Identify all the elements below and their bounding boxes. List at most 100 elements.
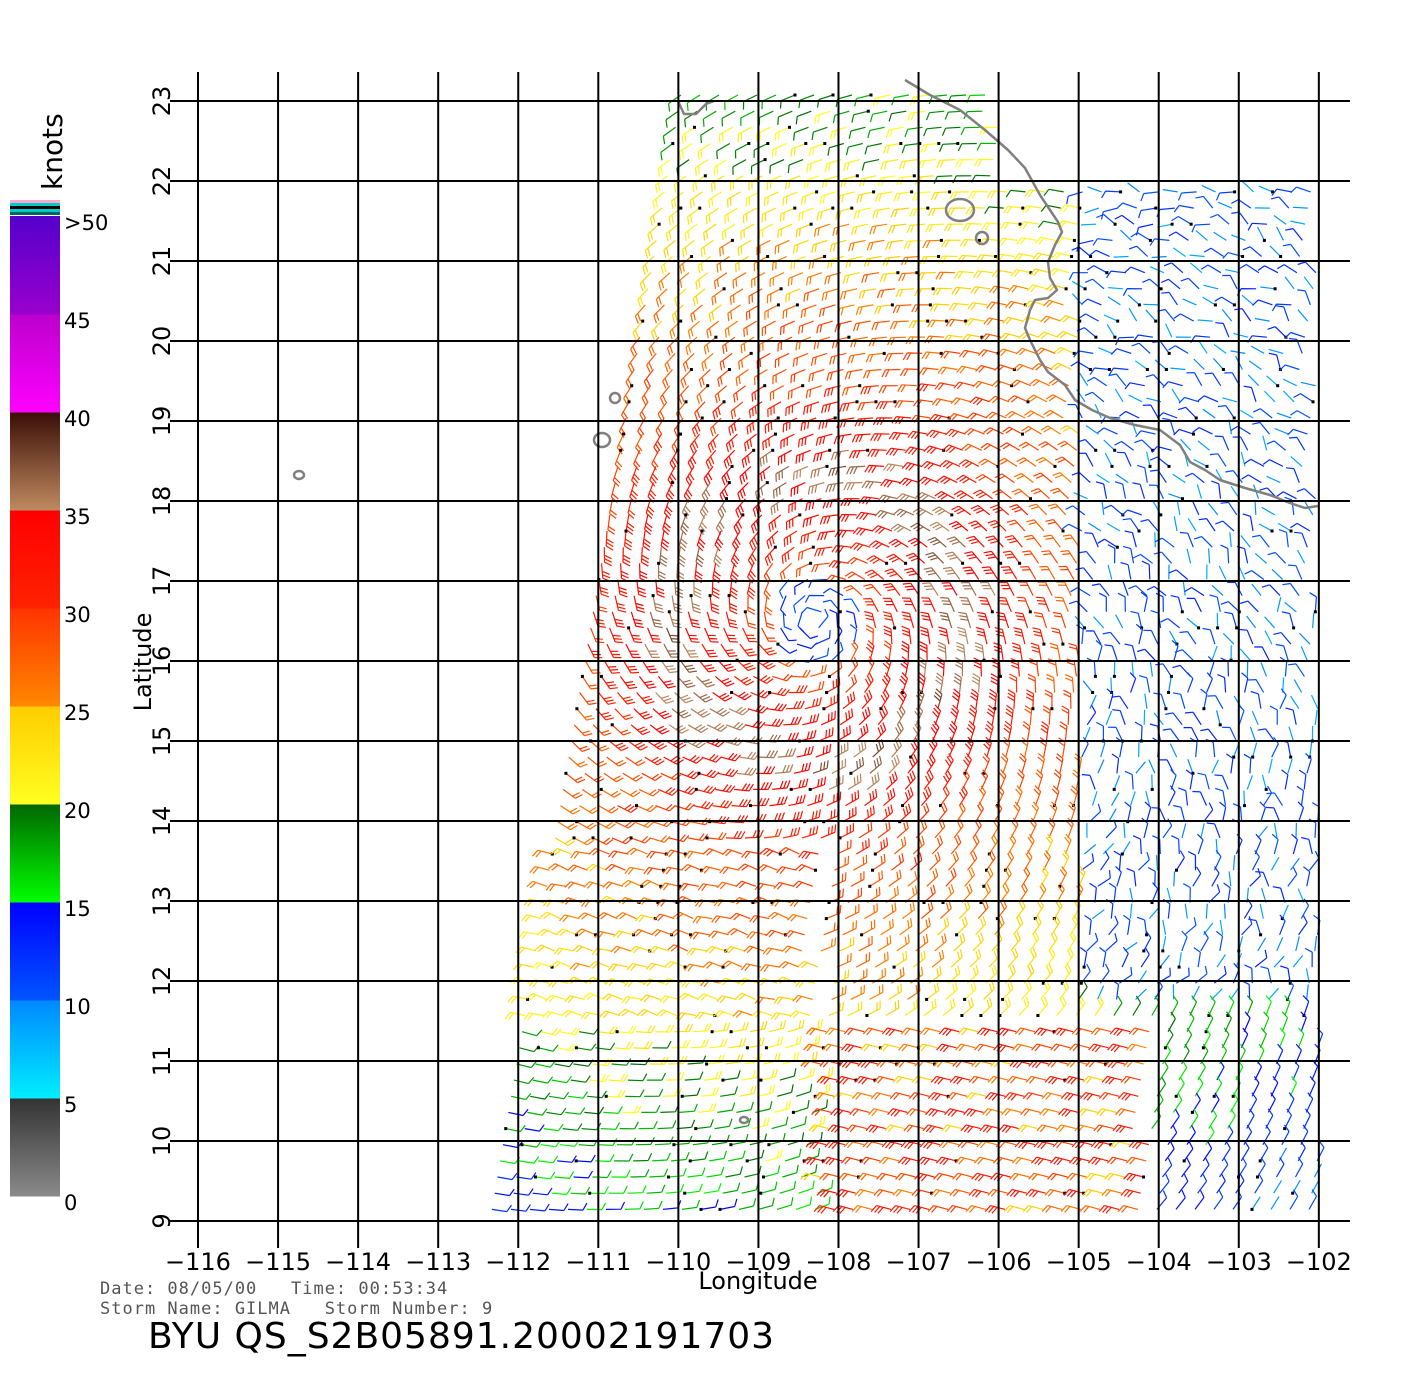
rain-flag — [672, 1143, 676, 1147]
rain-flag — [896, 271, 900, 275]
wind-barb — [695, 272, 709, 290]
wind-barb — [1243, 458, 1265, 467]
wind-barb — [860, 385, 879, 395]
wind-barb — [843, 159, 861, 172]
rain-flag — [1012, 368, 1016, 371]
wind-barb — [870, 433, 890, 442]
wind-barb — [598, 805, 619, 814]
wind-barb — [665, 110, 679, 128]
wind-barb — [625, 756, 646, 767]
wind-barb — [1033, 785, 1042, 806]
wind-barb — [576, 821, 597, 830]
wind-barb — [950, 397, 972, 406]
wind-barb — [800, 1172, 821, 1181]
lat-tick-label: 18 — [148, 486, 176, 517]
wind-barb — [872, 207, 890, 219]
rain-flag — [948, 190, 952, 194]
wind-barb — [1268, 352, 1281, 370]
wind-barb — [800, 417, 817, 432]
wind-barb — [1201, 185, 1216, 193]
wind-barb — [619, 1121, 639, 1130]
wind-barb — [777, 449, 792, 466]
wind-barb — [1281, 904, 1289, 919]
wind-barb — [1047, 503, 1067, 516]
wind-barb — [648, 945, 669, 954]
wind-barb — [1128, 1140, 1150, 1150]
wind-barb — [804, 594, 825, 603]
wind-barb — [1085, 1172, 1106, 1181]
wind-barb — [916, 272, 936, 281]
wind-barb — [665, 1184, 685, 1194]
wind-barb — [831, 336, 850, 349]
rain-flag — [594, 933, 598, 937]
wind-barb — [712, 1022, 731, 1033]
wind-barb — [1077, 439, 1097, 451]
rain-flag — [1078, 206, 1082, 210]
wind-barb — [1021, 866, 1031, 887]
wind-barb — [968, 190, 988, 199]
legend-bin-40-45 — [10, 314, 60, 413]
wind-barb — [724, 945, 745, 954]
rain-flag — [996, 804, 999, 808]
wind-barb — [779, 320, 795, 336]
wind-barb — [829, 609, 839, 628]
wind-barb — [1182, 298, 1197, 306]
wind-barb — [925, 223, 945, 233]
wind-barb — [681, 1199, 701, 1210]
wind-barb — [1243, 790, 1246, 806]
wind-barb — [1265, 995, 1272, 1016]
wind-barb — [866, 555, 887, 564]
wind-barb — [818, 304, 836, 318]
rain-flag — [640, 884, 644, 888]
wind-barb — [871, 320, 890, 331]
wind-barb — [1252, 534, 1270, 548]
wind-barb — [1173, 804, 1186, 822]
wind-barb — [608, 850, 629, 859]
rain-flag — [928, 303, 932, 307]
wind-barb — [1269, 705, 1278, 725]
wind-barb — [842, 920, 857, 936]
wind-barb — [1112, 709, 1126, 725]
wind-barb — [619, 676, 638, 690]
wind-barb — [816, 320, 833, 334]
wind-barb — [1016, 596, 1031, 613]
wind-barb — [1189, 995, 1198, 1016]
wind-barb — [1001, 1108, 1022, 1116]
wind-barb — [758, 110, 774, 126]
wind-barb — [1015, 347, 1037, 356]
wind-barb — [1227, 581, 1243, 596]
wind-barb — [782, 1164, 799, 1178]
wind-barb — [1162, 818, 1173, 839]
wind-barb — [1020, 566, 1037, 580]
rain-flag — [954, 1159, 958, 1163]
wind-barb — [927, 1205, 949, 1213]
wind-barb — [646, 353, 657, 373]
wind-barb — [687, 449, 698, 470]
wind-barb — [633, 1041, 653, 1050]
wind-barb — [1293, 679, 1303, 693]
wind-barb — [1110, 677, 1113, 693]
rain-flag — [857, 1175, 860, 1179]
wind-barb — [1115, 579, 1129, 596]
wind-barb — [641, 385, 652, 406]
wind-barb — [1102, 631, 1121, 645]
wind-barb — [883, 583, 901, 596]
wind-barb — [930, 1188, 951, 1197]
wind-barb — [644, 239, 657, 259]
wind-barb — [845, 610, 858, 629]
wind-barb — [1021, 980, 1033, 1000]
wind-barb — [795, 449, 811, 464]
wind-barb — [689, 191, 703, 209]
wind-barb — [1009, 673, 1018, 693]
wind-barb — [1292, 955, 1304, 968]
wind-barb — [1148, 906, 1160, 919]
wind-barb — [714, 1118, 733, 1130]
wind-barb — [1177, 191, 1197, 201]
wind-barb — [1018, 752, 1027, 774]
wind-barb — [1173, 516, 1178, 532]
wind-barb — [644, 643, 660, 658]
wind-barb — [926, 982, 940, 1000]
rain-flag — [504, 1127, 508, 1131]
wind-barb — [772, 482, 787, 499]
wind-barb — [882, 656, 892, 677]
